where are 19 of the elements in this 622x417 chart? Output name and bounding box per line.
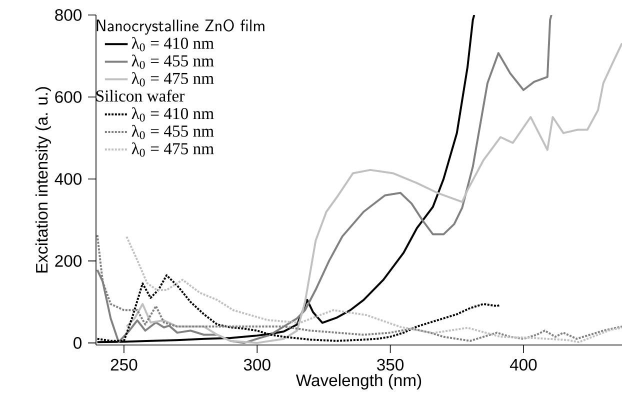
legend-label: λ$_{0}$ = 410 nm bbox=[132, 107, 214, 122]
x-tick-label: 350 bbox=[377, 358, 404, 371]
legend-label: λ$_{0}$ = 475 nm bbox=[132, 142, 214, 157]
y-tick-label: 400 bbox=[54, 173, 82, 185]
x-tick-label: 250 bbox=[110, 358, 138, 371]
x-tick-label: 300 bbox=[244, 358, 270, 371]
legend-label: λ$_{0}$ = 455 nm bbox=[132, 54, 214, 69]
legend-label: λ$_{0}$ = 455 nm bbox=[132, 124, 214, 140]
x-tick-label: 400 bbox=[510, 358, 537, 371]
y-tick-label: 800 bbox=[55, 9, 82, 21]
y-tick-label: 200 bbox=[55, 255, 82, 267]
x-axis-title: Wavelength (nm) bbox=[296, 374, 422, 390]
legend-label: λ$_{0}$ = 475 nm bbox=[132, 72, 214, 86]
y-axis-title: Excitation intensity (a. u.) bbox=[35, 87, 51, 272]
legend-title: Nanocrystalline ZnO film bbox=[96, 19, 264, 35]
y-tick-label: 0 bbox=[74, 337, 82, 349]
annotation: Silicon wafer bbox=[96, 90, 185, 102]
legend-label: λ$_{0}$ = 410 nm bbox=[132, 37, 214, 52]
y-tick-label: 600 bbox=[55, 91, 82, 103]
